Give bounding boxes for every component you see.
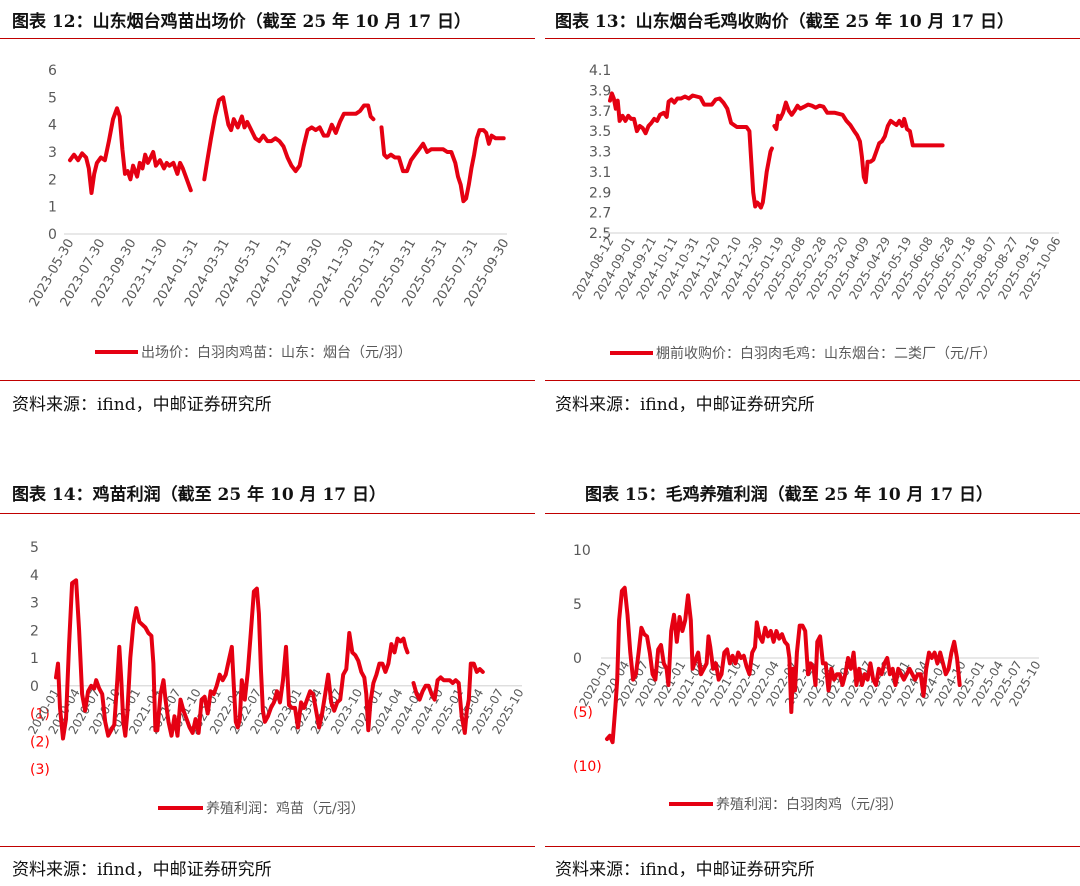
- series-line: [379, 125, 506, 204]
- y-tick-label: 5: [30, 540, 39, 556]
- title-rule: [545, 513, 1080, 514]
- y-tick-label: (1): [30, 707, 50, 723]
- y-tick-label: 3: [48, 145, 57, 161]
- source-rule: [0, 846, 535, 847]
- legend-label: 养殖利润：鸡苗（元/羽）: [206, 800, 365, 817]
- y-tick-label: (2): [30, 734, 50, 750]
- chart-title: 图表 12：山东烟台鸡苗出场价（截至 25 年 10 月 17 日）: [12, 12, 472, 32]
- series-line: [68, 106, 193, 195]
- legend-label: 出场价：白羽肉鸡苗：山东：烟台（元/羽）: [141, 344, 412, 361]
- y-tick-label: 5: [573, 597, 582, 613]
- chart-12-plot: 01234562023-05-302023-07-302023-09-30202…: [27, 63, 513, 361]
- panel-chart-12: 图表 12：山东烟台鸡苗出场价（截至 25 年 10 月 17 日） 0 1 2 3 4…: [0, 0, 535, 420]
- series-line: [605, 585, 962, 745]
- title-rule: [0, 38, 535, 39]
- y-tick-label: (10): [573, 759, 602, 775]
- y-tick-label: 0: [48, 227, 57, 243]
- y-tick-label: 1: [30, 651, 39, 667]
- y-tick-label: 2: [30, 623, 39, 639]
- y-tick-label: 0: [573, 651, 582, 667]
- title-rule: [0, 513, 535, 514]
- y-tick-label: (5): [573, 705, 593, 721]
- y-tick-label: 4.1: [589, 63, 611, 79]
- chart-14-plot: (3)(2)(1)0123452020-012020-042020-072020…: [25, 540, 526, 817]
- y-tick-label: 6: [48, 63, 57, 79]
- series-line: [54, 578, 410, 741]
- source-note: 资料来源：ifind，中邮证券研究所: [12, 860, 272, 880]
- y-tick-label: 2.7: [589, 206, 611, 222]
- y-tick-label: 1: [48, 200, 57, 216]
- y-tick-label: 3: [30, 596, 39, 612]
- title-rule: [545, 38, 1080, 39]
- y-tick-label: 3.1: [589, 165, 611, 181]
- series-line: [608, 91, 774, 210]
- series-line: [772, 100, 945, 185]
- legend-label: 棚前收购价：白羽肉毛鸡：山东烟台：二类厂（元/斤）: [656, 345, 997, 362]
- y-tick-label: 5: [48, 90, 57, 106]
- chart-title: 图表 15：毛鸡养殖利润（截至 25 年 10 月 17 日）: [585, 485, 994, 505]
- panel-chart-13: 图表 13：山东烟台毛鸡收购价（截至 25 年 10 月 17 日） 2.5 2.…: [545, 0, 1080, 420]
- series-line: [202, 95, 376, 182]
- source-note: 资料来源：ifind，中邮证券研究所: [555, 860, 815, 880]
- y-tick-label: 2.5: [589, 226, 611, 242]
- chart-13-plot: 2.52.72.93.13.33.53.73.94.12024-08-12202…: [570, 63, 1064, 362]
- chart-15-plot: (10)(5)05102020-012020-042020-072020-102…: [573, 543, 1044, 813]
- y-tick-label: 4: [30, 568, 39, 584]
- series-line: [411, 661, 485, 735]
- source-rule: [545, 846, 1080, 847]
- source-rule: [545, 380, 1080, 381]
- chart-title: 图表 14：鸡苗利润（截至 25 年 10 月 17 日）: [12, 485, 387, 505]
- y-tick-label: 3.3: [589, 145, 611, 161]
- y-tick-label: 2: [48, 172, 57, 188]
- y-tick-label: (3): [30, 762, 50, 778]
- panel-chart-14: 图表 14：鸡苗利润（截至 25 年 10 月 17 日） (3) (2) (1) 0…: [0, 475, 535, 886]
- y-tick-label: 3.9: [589, 83, 611, 99]
- y-tick-label: 3.5: [589, 124, 611, 140]
- y-tick-label: 3.7: [589, 104, 611, 120]
- chart-title: 图表 13：山东烟台毛鸡收购价（截至 25 年 10 月 17 日）: [555, 12, 1015, 32]
- panel-chart-15: 图表 15：毛鸡养殖利润（截至 25 年 10 月 17 日） (10) (5) 0…: [545, 475, 1080, 886]
- y-tick-label: 4: [48, 118, 57, 134]
- source-note: 资料来源：ifind，中邮证券研究所: [555, 395, 815, 415]
- y-tick-label: 0: [30, 679, 39, 695]
- source-rule: [0, 380, 535, 381]
- y-tick-label: 2.9: [589, 185, 611, 201]
- source-note: 资料来源：ifind，中邮证券研究所: [12, 395, 272, 415]
- legend-label: 养殖利润：白羽肉鸡（元/羽）: [716, 796, 903, 813]
- y-tick-label: 10: [573, 543, 591, 559]
